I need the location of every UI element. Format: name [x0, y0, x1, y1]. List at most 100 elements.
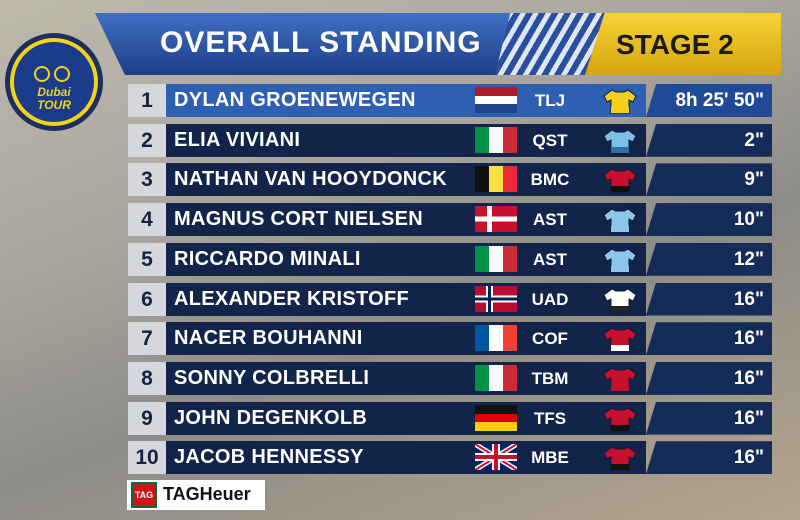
team-code: MBE — [531, 448, 569, 468]
sponsor-mark: TAG — [131, 482, 157, 508]
jersey-band — [611, 345, 629, 352]
flag — [475, 404, 517, 431]
rider-name: MAGNUS CORT NIELSEN — [166, 203, 471, 237]
jersey — [603, 287, 637, 312]
flag — [475, 206, 517, 233]
team-code: AST — [533, 210, 567, 230]
flag — [475, 444, 517, 471]
rank: 5 — [128, 242, 166, 276]
logo-wheel — [34, 66, 50, 82]
team-code: AST — [533, 249, 567, 269]
team-code: BMC — [530, 170, 570, 190]
flag-part — [475, 364, 489, 391]
flag-part — [489, 325, 503, 352]
rank: 1 — [128, 84, 166, 117]
team-code: COF — [532, 329, 568, 349]
header-stripes — [495, 13, 605, 75]
team-code: UAD — [531, 289, 569, 309]
standing-row: 8 SONNY COLBRELLI TBM 16" — [0, 361, 800, 395]
standing-row: 1 DYLAN GROENEWEGEN TLJ 8h 25' 50" — [0, 84, 800, 117]
sponsor-name: TAGHeuer — [163, 484, 251, 504]
jersey-band — [611, 424, 629, 431]
rider-name: NACER BOUHANNI — [166, 322, 471, 356]
rider-name: ELIA VIVIANI — [166, 123, 471, 157]
flag-part — [475, 413, 517, 422]
jersey — [603, 446, 637, 471]
rider-name: NATHAN VAN HOOYDONCK — [166, 163, 471, 197]
time-gap: 10" — [646, 203, 772, 237]
flag-part — [503, 245, 517, 272]
time-gap: 2" — [646, 123, 772, 157]
logo-disc — [10, 38, 98, 126]
jersey-band — [611, 146, 629, 153]
flag-part — [475, 325, 489, 352]
jersey — [603, 367, 637, 392]
time-gap: 16" — [646, 401, 772, 435]
rank: 7 — [128, 322, 166, 356]
jersey — [603, 248, 637, 273]
flag — [475, 87, 517, 113]
team-code: TFS — [533, 408, 567, 428]
flag-part — [475, 87, 517, 96]
sponsor-box: TAG TAGHeuer — [127, 480, 265, 510]
jersey-band — [611, 384, 629, 391]
rider-name: ALEXANDER KRISTOFF — [166, 282, 471, 316]
standing-row: 3 NATHAN VAN HOOYDONCK BMC 9" — [0, 163, 800, 197]
time-gap: 8h 25' 50" — [646, 84, 772, 117]
jersey-band — [611, 107, 629, 113]
standing-row: 6 ALEXANDER KRISTOFF UAD 16" — [0, 282, 800, 316]
flag-part — [475, 245, 489, 272]
standing-row: 5 RICCARDO MINALI AST 12" — [0, 242, 800, 276]
flag-part — [475, 166, 489, 193]
logo: Dubai TOUR — [5, 33, 103, 131]
team-code: QST — [532, 130, 568, 150]
rank: 6 — [128, 282, 166, 316]
flag-part — [503, 364, 517, 391]
header-title: OVERALL STANDING — [160, 26, 482, 59]
standing-row: 10 JACOB HENNESSY MBE 16" — [0, 441, 800, 475]
rank: 8 — [128, 361, 166, 395]
flag — [475, 126, 517, 153]
standing-row: 4 MAGNUS CORT NIELSEN AST 10" — [0, 203, 800, 237]
rider-name: DYLAN GROENEWEGEN — [166, 84, 471, 117]
jersey — [603, 168, 637, 193]
jersey-band — [611, 186, 629, 193]
flag-part — [503, 325, 517, 352]
time-gap: 16" — [646, 441, 772, 475]
standing-row: 9 JOHN DEGENKOLB TFS 16" — [0, 401, 800, 435]
time-gap: 16" — [646, 322, 772, 356]
jersey — [603, 208, 637, 233]
flag-part — [489, 166, 503, 193]
rank: 10 — [128, 441, 166, 475]
flag-part — [503, 166, 517, 193]
logo-text: Dubai — [37, 85, 71, 99]
flag — [475, 364, 517, 391]
logo-wheel — [54, 66, 70, 82]
rider-name: JOHN DEGENKOLB — [166, 401, 471, 435]
rank: 9 — [128, 401, 166, 435]
flag-part — [475, 96, 517, 104]
flag — [475, 285, 517, 312]
jersey-band — [611, 464, 629, 471]
jersey — [603, 407, 637, 432]
flag-part — [489, 126, 503, 153]
jersey-band — [611, 265, 629, 272]
flag-part — [475, 126, 489, 153]
flag-part — [475, 421, 517, 431]
jersey-band — [611, 305, 629, 312]
rider-name: JACOB HENNESSY — [166, 441, 471, 475]
time-gap: 16" — [646, 282, 772, 316]
flag-part — [489, 245, 503, 272]
jersey-band — [611, 226, 629, 233]
rank: 2 — [128, 123, 166, 157]
flag — [475, 325, 517, 352]
standing-row: 7 NACER BOUHANNI COF 16" — [0, 322, 800, 356]
logo-text: TOUR — [37, 98, 71, 112]
flag-part — [475, 297, 517, 300]
flag-part — [475, 404, 517, 414]
rider-name: SONNY COLBRELLI — [166, 361, 471, 395]
flag-part — [475, 216, 517, 222]
team-code: TLJ — [534, 91, 566, 110]
flag-part — [475, 104, 517, 113]
